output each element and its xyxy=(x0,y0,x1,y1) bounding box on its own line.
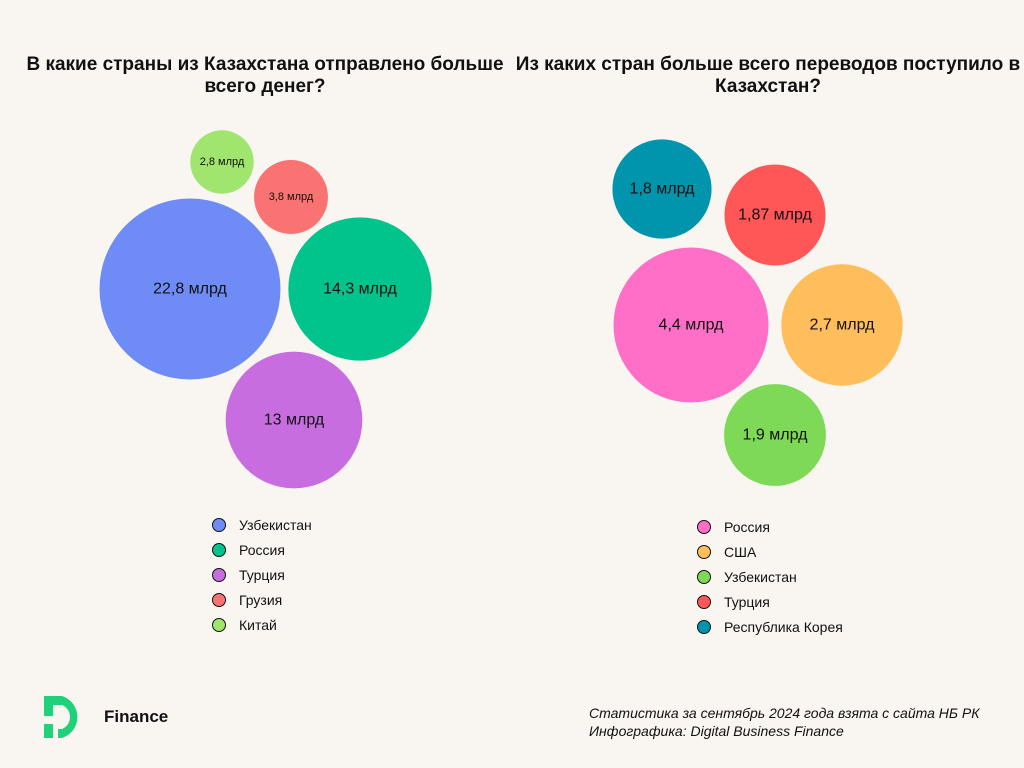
legend-label: США xyxy=(724,543,757,560)
legend-item: Турция xyxy=(697,589,843,614)
legend-item: Турция xyxy=(212,562,312,587)
legend-label: Россия xyxy=(239,541,285,558)
legend-swatch xyxy=(212,617,226,632)
bubble-label-0-3: 3,8 млрд xyxy=(269,191,314,203)
legend-item: Россия xyxy=(697,514,843,539)
legend-item: Республика Корея xyxy=(697,614,843,639)
bubble-0-2 xyxy=(225,351,363,489)
bubble-1-2 xyxy=(724,384,826,486)
legend-item: Узбекистан xyxy=(697,564,843,589)
bubble-label-1-1: 2,7 млрд xyxy=(810,317,876,334)
legend-item: Китай xyxy=(212,612,312,637)
legend-swatch xyxy=(697,544,711,559)
bubble-1-3 xyxy=(724,164,826,266)
legend-swatch xyxy=(212,592,226,607)
source-note: Статистика за сентябрь 2024 года взята с… xyxy=(589,705,980,721)
bubble-0-0 xyxy=(99,198,281,380)
bubble-0-3 xyxy=(254,160,328,234)
legend-label: Узбекистан xyxy=(239,516,312,533)
bubble-chart-incoming: 4,4 млрд 2,7 млрд 1,9 млрд 1,87 млрд 1,8 млр… xyxy=(612,139,903,486)
legend-item: Узбекистан xyxy=(212,512,312,537)
legend-incoming: Россия США Узбекистан Турция Республика Коре… xyxy=(697,514,843,639)
legend-label: Республика Корея xyxy=(724,618,843,635)
bubble-label-0-2: 13 млрд xyxy=(264,412,325,429)
bubble-label-1-0: 4,4 млрд xyxy=(659,317,725,334)
bubble-1-4 xyxy=(612,139,712,239)
legend-swatch xyxy=(697,619,711,634)
legend-swatch xyxy=(697,519,711,534)
legend-swatch xyxy=(212,517,226,532)
legend-swatch xyxy=(212,542,226,557)
legend-label: Турция xyxy=(239,566,285,583)
legend-label: Грузия xyxy=(239,591,283,608)
bubble-chart-outgoing: 22,8 млрд 14,3 млрд 13 млрд 3,8 млрд 2,8 млр… xyxy=(99,130,432,489)
chart-title-incoming: Из каких стран больше всего переводов по… xyxy=(515,54,1021,97)
bubble-label-0-1: 14,3 млрд xyxy=(323,281,397,298)
legend-swatch xyxy=(697,569,711,584)
legend-label: Китай xyxy=(239,616,277,633)
bubble-label-1-4: 1,8 млрд xyxy=(630,181,696,198)
brand-name: Finance xyxy=(104,707,169,726)
bubble-0-1 xyxy=(288,217,432,361)
finance-logo-icon xyxy=(44,696,78,738)
legend-item: Грузия xyxy=(212,587,312,612)
legend-swatch xyxy=(697,594,711,609)
credit-note: Инфографика: Digital Business Finance xyxy=(589,723,844,739)
legend-label: Россия xyxy=(724,518,770,535)
brand-logo: Finance xyxy=(42,694,168,740)
bubble-label-0-0: 22,8 млрд xyxy=(153,281,227,298)
legend-item: США xyxy=(697,539,843,564)
source-footer: Статистика за сентябрь 2024 года взята с… xyxy=(589,704,980,740)
bubble-1-1 xyxy=(781,264,903,386)
legend-item: Россия xyxy=(212,537,312,562)
legend-label: Турция xyxy=(724,593,770,610)
bubble-label-1-2: 1,9 млрд xyxy=(743,427,809,444)
bubble-label-0-4: 2,8 млрд xyxy=(200,156,245,168)
chart-title-outgoing: В какие страны из Казахстана отправлено … xyxy=(26,54,504,97)
legend-outgoing: Узбекистан Россия Турция Грузия Китай xyxy=(212,512,312,637)
bubble-0-4 xyxy=(190,130,254,194)
bubble-label-1-3: 1,87 млрд xyxy=(738,207,812,224)
legend-label: Узбекистан xyxy=(724,568,797,585)
bubble-1-0 xyxy=(613,247,769,403)
legend-swatch xyxy=(212,567,226,582)
